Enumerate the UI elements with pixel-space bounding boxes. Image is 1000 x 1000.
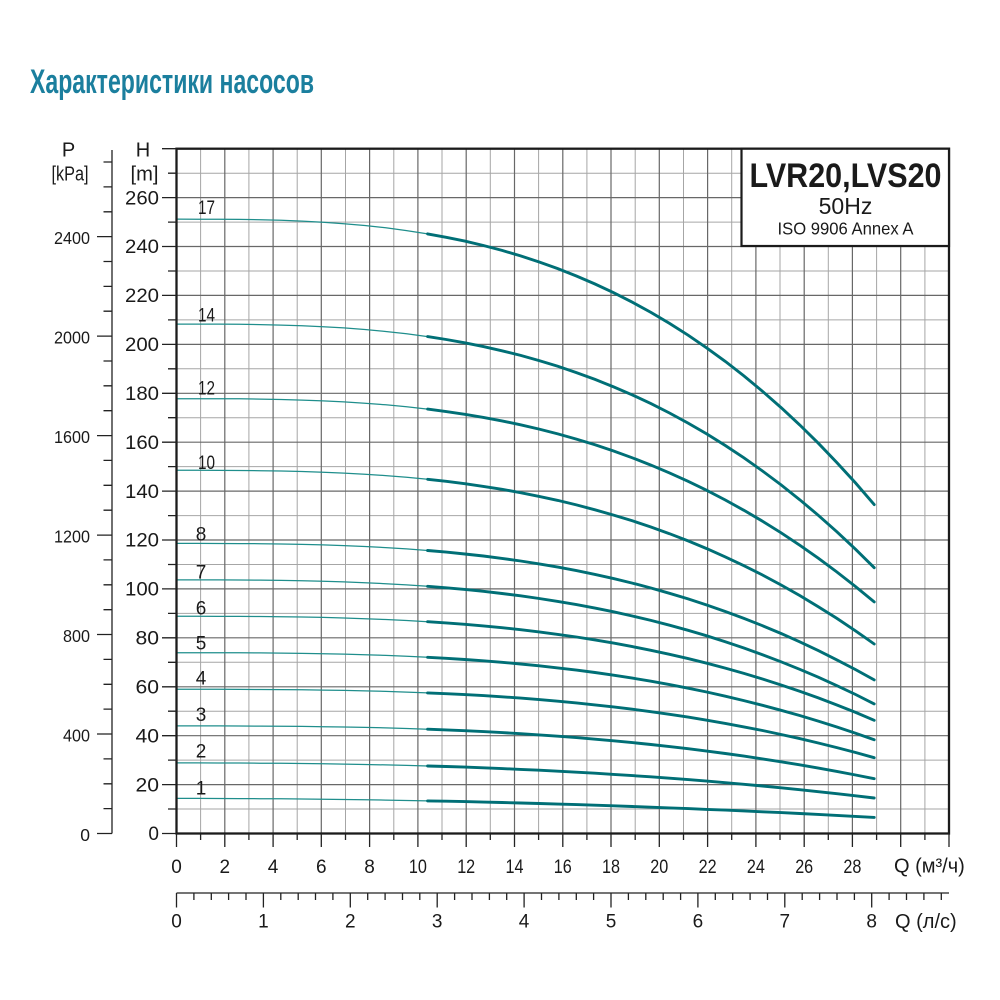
svg-text:200: 200	[125, 335, 159, 356]
svg-text:3: 3	[196, 705, 207, 726]
svg-text:Характеристики насосов: Характеристики насосов	[30, 63, 314, 101]
svg-text:20: 20	[136, 775, 160, 796]
svg-text:18: 18	[602, 857, 620, 878]
svg-text:3: 3	[432, 912, 443, 933]
svg-text:2: 2	[345, 912, 356, 933]
svg-text:6: 6	[693, 912, 704, 933]
svg-text:4: 4	[268, 857, 279, 878]
svg-text:1: 1	[258, 912, 269, 933]
svg-text:0: 0	[171, 857, 182, 878]
svg-text:6: 6	[196, 598, 207, 619]
svg-text:17: 17	[198, 198, 215, 219]
svg-text:Q (л/с): Q (л/с)	[895, 911, 957, 933]
svg-text:260: 260	[125, 188, 159, 209]
svg-text:2000: 2000	[54, 327, 90, 347]
svg-text:Q (м³/ч): Q (м³/ч)	[894, 856, 965, 878]
svg-text:LVR20,LVS20: LVR20,LVS20	[750, 157, 942, 195]
svg-text:28: 28	[843, 857, 861, 878]
svg-text:0: 0	[171, 912, 182, 933]
svg-text:240: 240	[125, 237, 159, 258]
svg-text:7: 7	[780, 912, 791, 933]
svg-text:60: 60	[136, 678, 160, 699]
svg-text:100: 100	[125, 580, 159, 601]
svg-text:10: 10	[409, 857, 427, 878]
svg-text:16: 16	[554, 857, 572, 878]
svg-text:1: 1	[196, 778, 207, 799]
svg-text:22: 22	[699, 857, 717, 878]
svg-text:24: 24	[747, 857, 765, 878]
svg-text:120: 120	[125, 531, 159, 552]
svg-text:10: 10	[198, 453, 215, 474]
svg-text:50Hz: 50Hz	[819, 193, 873, 219]
svg-text:[kPa]: [kPa]	[52, 164, 89, 186]
svg-text:H: H	[136, 140, 150, 162]
svg-text:ISO 9906 Annex A: ISO 9906 Annex A	[778, 219, 914, 239]
svg-text:2: 2	[196, 742, 207, 763]
svg-text:[m]: [m]	[131, 164, 159, 186]
svg-text:400: 400	[63, 725, 90, 745]
svg-text:7: 7	[196, 562, 207, 583]
svg-text:160: 160	[125, 433, 159, 454]
svg-text:180: 180	[125, 384, 159, 405]
svg-text:4: 4	[196, 669, 207, 690]
svg-text:8: 8	[196, 524, 207, 545]
svg-text:8: 8	[866, 912, 877, 933]
svg-text:5: 5	[196, 634, 207, 655]
svg-text:40: 40	[136, 726, 160, 747]
svg-text:5: 5	[606, 912, 617, 933]
svg-text:140: 140	[125, 482, 159, 503]
svg-text:0: 0	[80, 825, 90, 845]
svg-text:12: 12	[457, 857, 475, 878]
svg-text:20: 20	[650, 857, 668, 878]
svg-text:220: 220	[125, 286, 159, 307]
svg-text:1600: 1600	[54, 427, 90, 447]
svg-text:800: 800	[63, 626, 90, 646]
svg-text:14: 14	[198, 305, 215, 326]
svg-text:2: 2	[220, 857, 231, 878]
svg-text:80: 80	[136, 629, 160, 650]
svg-text:P: P	[62, 140, 75, 162]
svg-text:4: 4	[519, 912, 530, 933]
svg-text:6: 6	[316, 857, 327, 878]
svg-text:26: 26	[795, 857, 813, 878]
svg-text:0: 0	[148, 824, 159, 845]
svg-text:14: 14	[506, 857, 524, 878]
svg-text:8: 8	[364, 857, 375, 878]
svg-text:12: 12	[198, 379, 215, 400]
svg-text:1200: 1200	[54, 526, 90, 546]
svg-text:2400: 2400	[54, 228, 90, 248]
